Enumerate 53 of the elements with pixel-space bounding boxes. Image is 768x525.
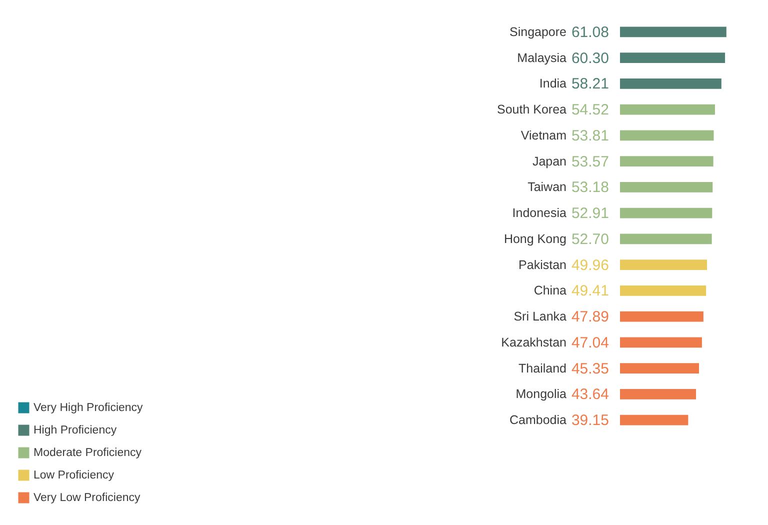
bar xyxy=(620,311,704,322)
bar xyxy=(620,182,713,192)
bar xyxy=(620,234,712,244)
data-label: 54.52 xyxy=(571,102,609,119)
y-tick-label: Hong Kong xyxy=(504,232,567,246)
data-label: 53.18 xyxy=(571,179,609,196)
data-label: 45.35 xyxy=(571,360,609,378)
data-label: 49.96 xyxy=(571,256,609,274)
y-tick-label: India xyxy=(539,76,567,91)
legend-label: Very Low Proficiency xyxy=(34,492,140,504)
data-label: 52.70 xyxy=(571,230,609,248)
data-label: 47.04 xyxy=(571,334,609,352)
bar xyxy=(620,208,712,218)
data-label: 53.81 xyxy=(571,127,609,144)
bar xyxy=(620,156,714,166)
legend-label: Very High Proficiency xyxy=(34,402,144,414)
bar xyxy=(620,337,702,348)
bar xyxy=(620,130,714,141)
bar xyxy=(620,414,688,426)
y-tick-label: Sri Lanka xyxy=(514,310,567,324)
bar xyxy=(620,286,706,296)
legend-label: Moderate Proficiency xyxy=(34,446,142,459)
y-tick-label: Malaysia xyxy=(517,50,567,65)
data-label: 53.57 xyxy=(571,153,609,170)
y-tick-label: Thailand xyxy=(518,361,567,376)
y-tick-label: Cambodia xyxy=(510,413,567,428)
legend-label: Low Proficiency xyxy=(34,469,114,482)
y-tick-label: Singapore xyxy=(510,24,567,39)
data-label: 47.89 xyxy=(571,308,609,326)
data-label: 43.64 xyxy=(571,386,609,404)
data-label: 39.15 xyxy=(571,412,609,430)
y-tick-label: Kazakhstan xyxy=(501,335,567,350)
legend-label: High Proficiency xyxy=(34,424,117,436)
y-tick-label: Vietnam xyxy=(520,128,566,142)
bar xyxy=(620,389,696,400)
data-label: 52.91 xyxy=(571,205,609,222)
y-tick-label: Taiwan xyxy=(528,180,567,194)
bar xyxy=(620,260,708,270)
y-tick-label: Mongolia xyxy=(516,387,567,402)
y-tick-label: Pakistan xyxy=(518,258,567,272)
data-label: 61.08 xyxy=(571,24,609,41)
data-label: 60.30 xyxy=(571,50,609,67)
y-tick-label: China xyxy=(534,284,567,298)
bar xyxy=(620,26,726,38)
y-tick-label: Japan xyxy=(532,154,567,168)
data-label: 58.21 xyxy=(571,76,609,93)
y-tick-label: South Korea xyxy=(497,102,567,117)
bar xyxy=(620,104,715,115)
bar xyxy=(620,52,726,63)
bar xyxy=(620,363,699,374)
y-tick-label: Indonesia xyxy=(512,206,567,220)
bar xyxy=(620,78,722,89)
data-label: 49.41 xyxy=(571,282,609,300)
